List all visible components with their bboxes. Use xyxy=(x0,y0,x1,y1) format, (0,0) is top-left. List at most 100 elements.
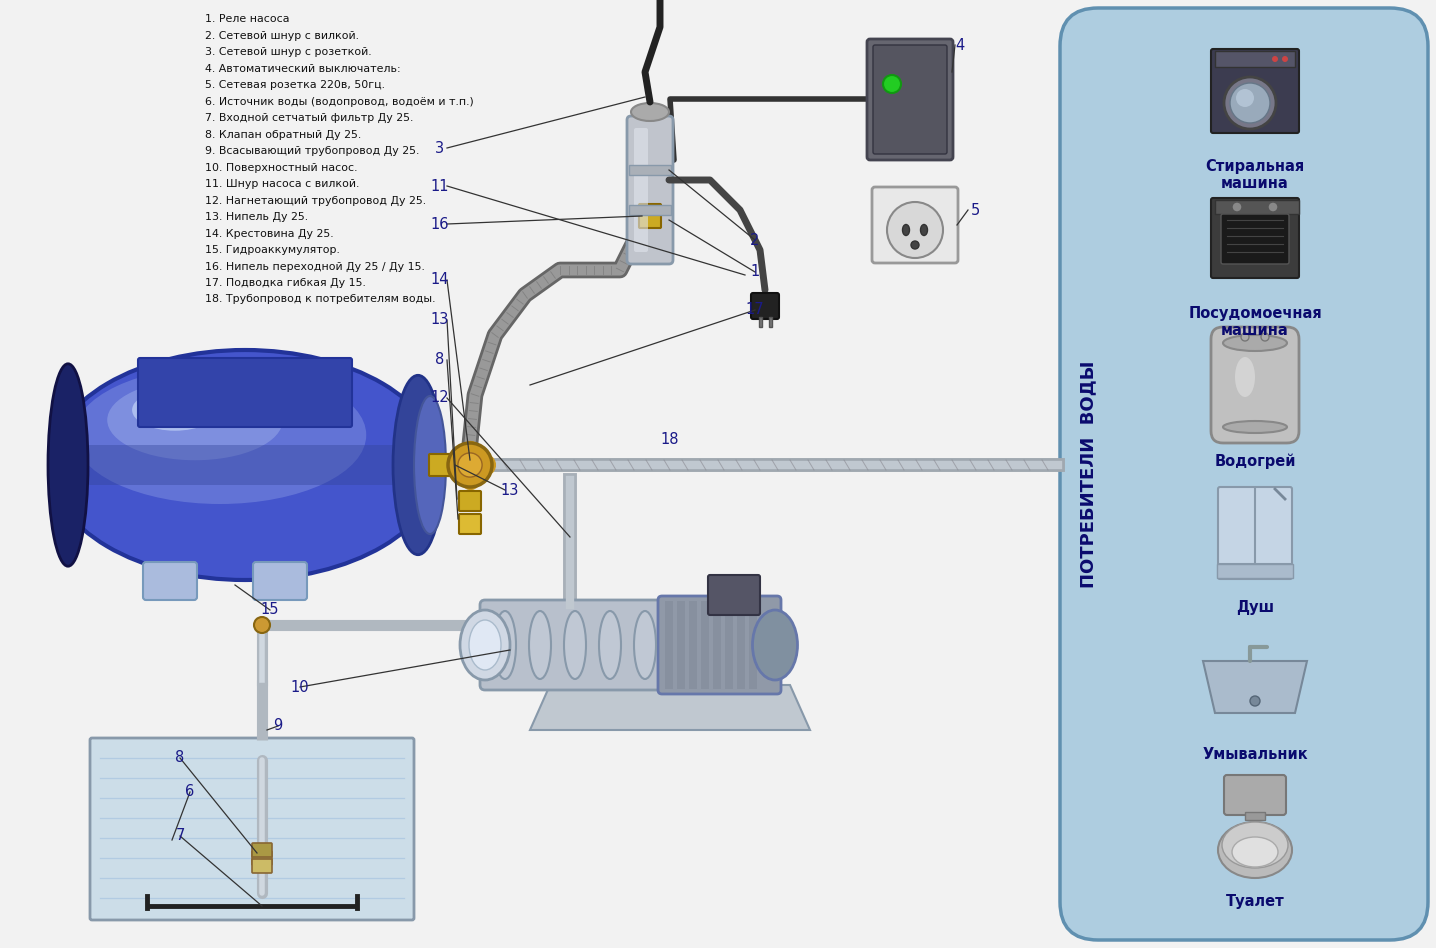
Text: 14: 14 xyxy=(431,272,449,287)
Text: ПОТРЕБИТЕЛИ  ВОДЫ: ПОТРЕБИТЕЛИ ВОДЫ xyxy=(1078,360,1097,588)
FancyBboxPatch shape xyxy=(1211,327,1300,443)
Text: 8: 8 xyxy=(435,353,445,368)
FancyBboxPatch shape xyxy=(480,600,671,690)
Circle shape xyxy=(1249,696,1259,706)
Text: 2: 2 xyxy=(751,232,760,247)
Text: 9: 9 xyxy=(273,719,283,734)
Text: 17. Подводка гибкая Ду 15.: 17. Подводка гибкая Ду 15. xyxy=(205,278,366,288)
Text: 2. Сетевой шнур с вилкой.: 2. Сетевой шнур с вилкой. xyxy=(205,30,359,41)
Ellipse shape xyxy=(1223,421,1287,433)
FancyBboxPatch shape xyxy=(251,859,271,873)
FancyBboxPatch shape xyxy=(872,187,958,263)
FancyBboxPatch shape xyxy=(867,39,954,160)
Ellipse shape xyxy=(132,390,218,430)
Text: 3: 3 xyxy=(435,140,445,155)
Ellipse shape xyxy=(920,225,928,235)
Circle shape xyxy=(458,453,482,477)
Bar xyxy=(1245,812,1265,820)
Text: 9. Всасывающий трубопровод Ду 25.: 9. Всасывающий трубопровод Ду 25. xyxy=(205,146,419,156)
FancyBboxPatch shape xyxy=(1060,8,1427,940)
Ellipse shape xyxy=(752,610,797,680)
Bar xyxy=(629,165,671,175)
FancyBboxPatch shape xyxy=(138,358,352,427)
Ellipse shape xyxy=(73,366,366,504)
FancyBboxPatch shape xyxy=(639,204,661,228)
Text: Посудомоечная
машина: Посудомоечная машина xyxy=(1188,306,1323,338)
Text: 13: 13 xyxy=(431,313,449,327)
Bar xyxy=(750,601,757,689)
Polygon shape xyxy=(530,685,810,730)
Text: 8. Клапан обратный Ду 25.: 8. Клапан обратный Ду 25. xyxy=(205,130,362,139)
FancyBboxPatch shape xyxy=(873,45,946,154)
Text: 7. Входной сетчатый фильтр Ду 25.: 7. Входной сетчатый фильтр Ду 25. xyxy=(205,113,414,123)
Text: Душ: Душ xyxy=(1236,600,1274,615)
Circle shape xyxy=(1231,83,1269,123)
Bar xyxy=(768,317,771,327)
Text: 4. Автоматический выключатель:: 4. Автоматический выключатель: xyxy=(205,64,401,74)
Text: 4: 4 xyxy=(955,38,965,52)
FancyBboxPatch shape xyxy=(1211,49,1300,133)
Text: 1: 1 xyxy=(751,264,760,280)
Text: 6: 6 xyxy=(185,785,195,799)
Ellipse shape xyxy=(1218,822,1292,878)
Text: 18: 18 xyxy=(661,432,679,447)
Ellipse shape xyxy=(50,350,439,580)
FancyBboxPatch shape xyxy=(253,562,307,600)
FancyBboxPatch shape xyxy=(751,293,778,319)
Ellipse shape xyxy=(47,364,88,566)
FancyBboxPatch shape xyxy=(708,575,760,615)
Ellipse shape xyxy=(1223,335,1287,351)
FancyBboxPatch shape xyxy=(658,596,781,694)
Ellipse shape xyxy=(564,611,586,679)
Ellipse shape xyxy=(528,611,551,679)
Text: Стиральная
машина: Стиральная машина xyxy=(1205,159,1305,191)
Text: 5: 5 xyxy=(971,203,979,217)
Circle shape xyxy=(1241,333,1249,341)
Bar xyxy=(725,601,732,689)
FancyBboxPatch shape xyxy=(1218,487,1292,579)
Circle shape xyxy=(887,202,943,258)
Ellipse shape xyxy=(460,610,510,680)
FancyBboxPatch shape xyxy=(628,116,673,264)
Text: 16: 16 xyxy=(431,216,449,231)
Bar xyxy=(676,601,685,689)
Text: 8: 8 xyxy=(175,751,185,765)
FancyBboxPatch shape xyxy=(144,562,197,600)
Ellipse shape xyxy=(1222,822,1288,868)
Text: Туалет: Туалет xyxy=(1225,894,1284,909)
Bar xyxy=(1215,200,1300,214)
Text: 11. Шнур насоса с вилкой.: 11. Шнур насоса с вилкой. xyxy=(205,179,359,189)
FancyBboxPatch shape xyxy=(635,128,648,252)
Text: 10: 10 xyxy=(290,680,309,695)
Ellipse shape xyxy=(902,225,909,235)
FancyBboxPatch shape xyxy=(90,738,414,920)
Bar xyxy=(714,601,721,689)
Ellipse shape xyxy=(414,396,447,534)
Text: 5. Сетевая розетка 220в, 50гц.: 5. Сетевая розетка 220в, 50гц. xyxy=(205,80,385,90)
FancyBboxPatch shape xyxy=(460,514,481,534)
Bar xyxy=(689,601,696,689)
Bar xyxy=(629,205,671,215)
Bar xyxy=(665,601,673,689)
FancyBboxPatch shape xyxy=(460,491,481,511)
Text: 13: 13 xyxy=(501,483,520,498)
Text: 13. Нипель Ду 25.: 13. Нипель Ду 25. xyxy=(205,212,309,222)
Text: 12: 12 xyxy=(431,391,449,406)
Bar xyxy=(701,601,709,689)
Text: 7: 7 xyxy=(175,829,185,844)
Bar xyxy=(1216,564,1292,578)
Text: 14. Крестовина Ду 25.: 14. Крестовина Ду 25. xyxy=(205,228,333,239)
FancyBboxPatch shape xyxy=(1223,775,1287,815)
Ellipse shape xyxy=(494,611,516,679)
Text: 15. Гидроаккумулятор.: 15. Гидроаккумулятор. xyxy=(205,245,340,255)
Ellipse shape xyxy=(630,103,669,121)
Text: 10. Поверхностный насос.: 10. Поверхностный насос. xyxy=(205,162,358,173)
Bar xyxy=(737,601,745,689)
Circle shape xyxy=(1282,56,1288,62)
Text: Умывальник: Умывальник xyxy=(1202,747,1308,762)
Circle shape xyxy=(254,617,270,633)
Bar xyxy=(1215,51,1295,67)
Text: 15: 15 xyxy=(261,603,279,617)
Ellipse shape xyxy=(1232,837,1278,867)
Circle shape xyxy=(448,443,493,487)
